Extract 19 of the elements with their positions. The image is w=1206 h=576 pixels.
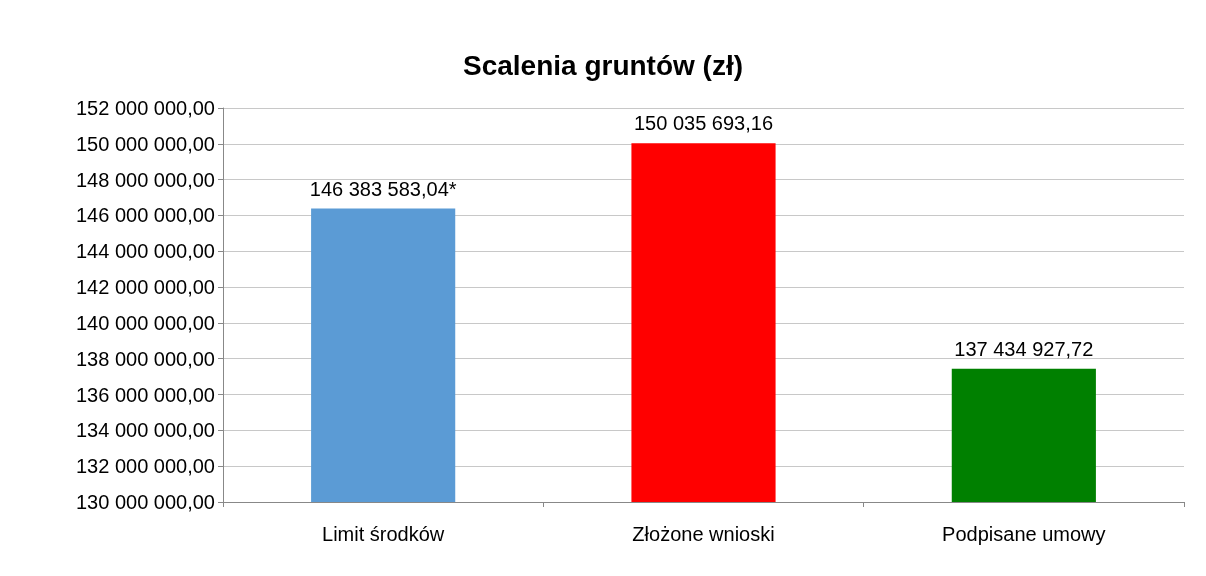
data-label: 150 035 693,16	[633, 112, 774, 135]
y-tick-label: 146 000 000,00	[75, 204, 215, 227]
y-tick-label: 134 000 000,00	[75, 419, 215, 442]
data-label: 146 383 583,04*	[309, 177, 457, 200]
x-tick-label: Limit środków	[322, 523, 445, 545]
y-tick-label: 144 000 000,00	[75, 240, 215, 263]
data-label: 137 434 927,72	[954, 337, 1094, 360]
y-tick-label: 138 000 000,00	[75, 347, 215, 370]
y-tick-label: 136 000 000,00	[75, 383, 215, 406]
y-tick-label: 140 000 000,00	[75, 311, 215, 334]
chart-title: Scalenia gruntów (zł)	[462, 49, 744, 81]
x-tick-label: Złożone wnioski	[632, 523, 775, 545]
y-tick-label: 152 000 000,00	[75, 97, 215, 119]
y-tick-label: 150 000 000,00	[75, 132, 215, 155]
y-tick-label: 132 000 000,00	[75, 455, 215, 478]
y-tick-label: 148 000 000,00	[75, 168, 215, 191]
y-tick-label: 142 000 000,00	[75, 276, 215, 299]
y-tick-label: 130 000 000,00	[75, 491, 215, 513]
x-tick-label: Podpisane umowy	[942, 523, 1106, 545]
